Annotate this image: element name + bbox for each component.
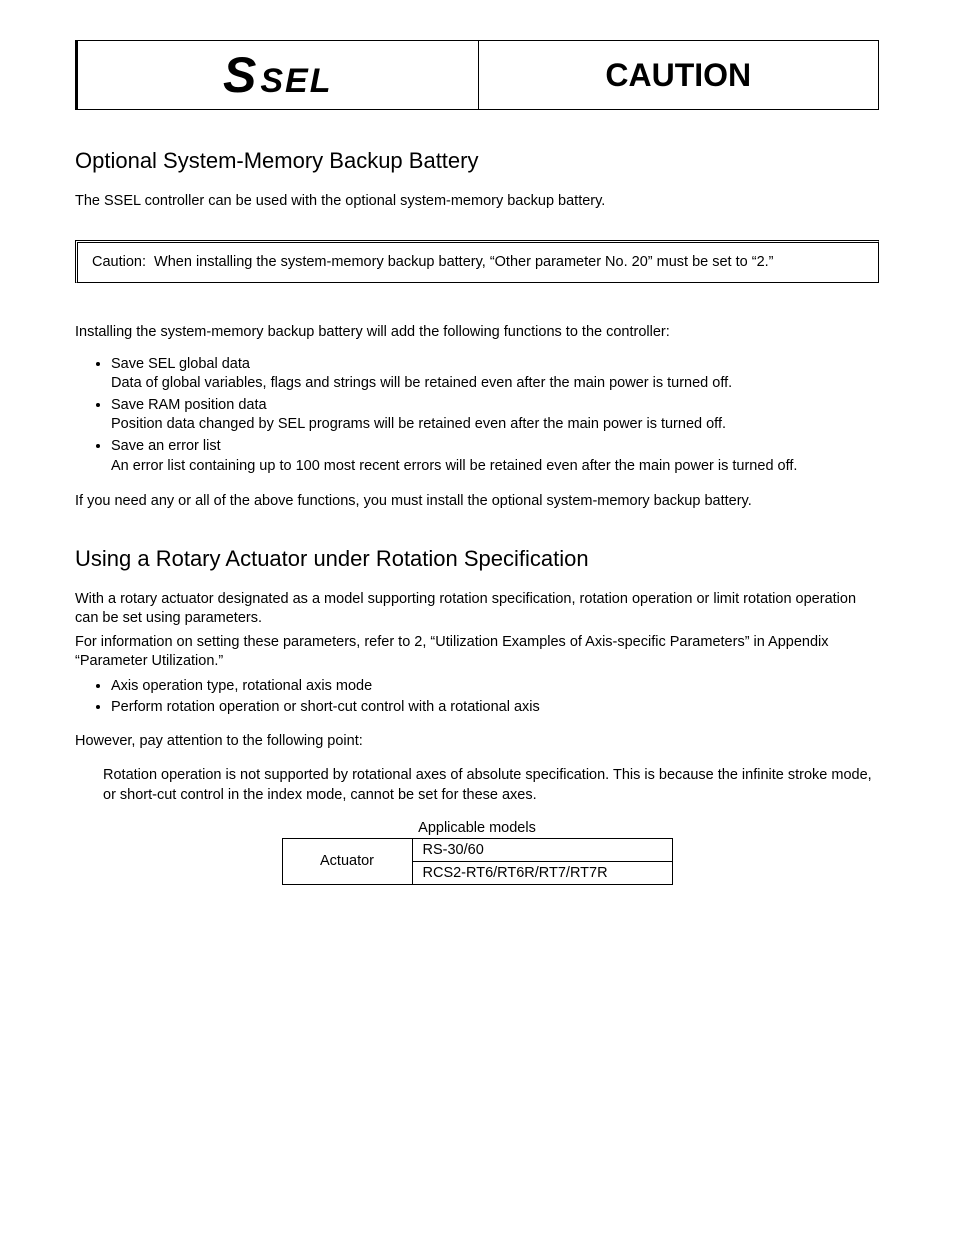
section1-heading: Optional System-Memory Backup Battery <box>75 148 879 174</box>
section1-outro: If you need any or all of the above func… <box>75 492 879 512</box>
table-value-cell: RS-30/60 <box>412 838 672 861</box>
function-desc: Position data changed by SEL programs wi… <box>111 415 879 435</box>
table-label-cell: Actuator <box>282 838 412 884</box>
header-logo-cell: S SEL <box>78 41 479 109</box>
logo-big-s: S <box>223 50 254 100</box>
bullet-item: Perform rotation operation or short-cut … <box>111 697 879 718</box>
logo-sel-text: SEL <box>260 64 332 98</box>
caution-box: Caution: When installing the system-memo… <box>75 240 879 284</box>
header-caution-cell: CAUTION <box>479 41 879 109</box>
function-item: Save an error list An error list contain… <box>111 437 879 476</box>
function-desc: Data of global variables, flags and stri… <box>111 374 879 394</box>
table-value-cell: RCS2-RT6/RT6R/RT7/RT7R <box>412 861 672 884</box>
function-title: Save RAM position data <box>111 397 267 413</box>
caution-label: Caution: <box>92 253 146 273</box>
document-page: S SEL CAUTION Optional System-Memory Bac… <box>0 0 954 1235</box>
functions-list: Save SEL global data Data of global vari… <box>111 355 879 476</box>
applicable-models-table: Actuator RS-30/60 RCS2-RT6/RT6R/RT7/RT7R <box>282 838 673 885</box>
section2-para2: For information on setting these paramet… <box>75 633 879 672</box>
caution-message: When installing the system-memory backup… <box>154 253 844 273</box>
however-lead: However, pay attention to the following … <box>75 732 879 752</box>
section2-bullets: Axis operation type, rotational axis mod… <box>111 676 879 718</box>
function-desc: An error list containing up to 100 most … <box>111 457 879 477</box>
function-title: Save an error list <box>111 438 221 454</box>
table-row: Actuator RS-30/60 <box>282 838 672 861</box>
section1-intro: The SSEL controller can be used with the… <box>75 192 879 212</box>
section2-heading: Using a Rotary Actuator under Rotation S… <box>75 546 879 572</box>
function-title: Save SEL global data <box>111 356 250 372</box>
functions-intro: Installing the system-memory backup batt… <box>75 323 879 343</box>
models-caption: Applicable models <box>75 820 879 836</box>
ssel-logo: S SEL <box>223 50 332 100</box>
bullet-item: Axis operation type, rotational axis mod… <box>111 676 879 697</box>
section2-para1: With a rotary actuator designated as a m… <box>75 590 879 629</box>
header-box: S SEL CAUTION <box>75 40 879 110</box>
however-body: Rotation operation is not supported by r… <box>103 766 879 805</box>
function-item: Save RAM position data Position data cha… <box>111 396 879 435</box>
caution-title: CAUTION <box>605 57 751 94</box>
function-item: Save SEL global data Data of global vari… <box>111 355 879 394</box>
